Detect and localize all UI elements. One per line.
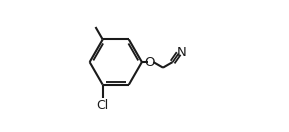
Text: O: O <box>144 56 154 69</box>
Text: Cl: Cl <box>97 99 109 112</box>
Text: N: N <box>177 46 186 59</box>
